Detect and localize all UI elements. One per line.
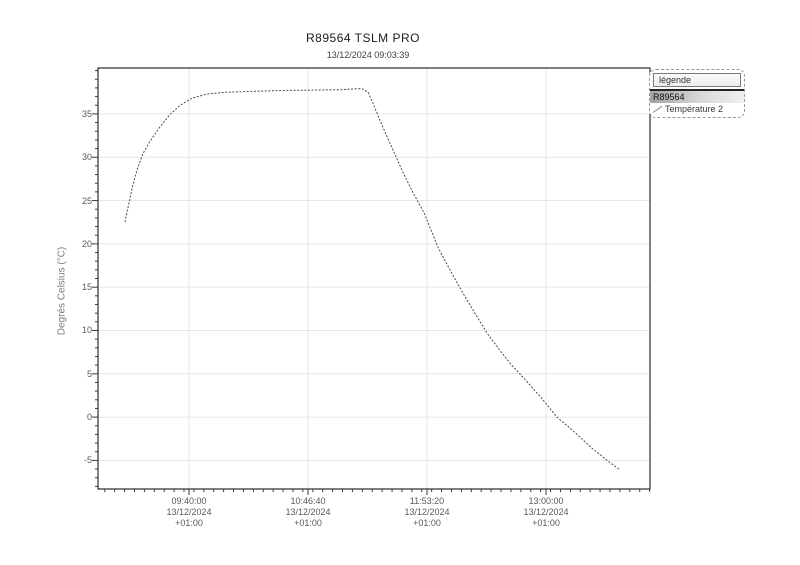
x-tick-label-line: 13/12/2024 [404, 507, 450, 517]
legend-separator [650, 89, 744, 91]
plot-border [97, 67, 651, 490]
x-tick-label: 09:40:00 13/12/2024 +01:00 [166, 496, 211, 529]
y-tick-label: 25 [81, 195, 92, 206]
chart-subtitle: 13/12/2024 09:03:39 [326, 50, 410, 60]
series-line-marker-icon [653, 105, 662, 114]
legend-header: légende [653, 73, 741, 87]
temperature-curve [124, 88, 621, 471]
x-tick-label-line: +01:00 [175, 518, 203, 528]
chart-title: R89564 TSLM PRO [306, 31, 420, 45]
y-tick-label: 0 [86, 412, 92, 423]
x-tick-label-line: 13/12/2024 [523, 507, 569, 517]
y-tick-label: 35 [81, 108, 92, 119]
x-tick-label-line: 13/12/2024 [166, 507, 212, 517]
legend-device-row[interactable]: R89564 [650, 91, 744, 103]
x-tick-label-line: 11:53:20 [409, 496, 445, 506]
y-tick-label: 30 [81, 152, 92, 163]
x-tick-label-line: 09:40:00 [171, 496, 207, 506]
x-tick-label-line: 13:00:00 [528, 496, 564, 506]
y-tick-label: 20 [81, 238, 92, 249]
x-tick-label: 13:00:00 13/12/2024 +01:00 [523, 496, 568, 529]
x-tick-label-line: +01:00 [413, 518, 441, 528]
y-tick-label: 5 [86, 368, 92, 379]
x-tick-label: 10:46:40 13/12/2024 +01:00 [285, 496, 330, 529]
x-tick-label-line: 10:46:40 [290, 496, 326, 506]
x-tick-label: 11:53:20 13/12/2024 +01:00 [404, 496, 449, 529]
y-tick-label: 10 [81, 325, 92, 336]
x-tick-label-line: +01:00 [532, 518, 560, 528]
legend-panel: légende R89564 Température 2 [649, 69, 745, 118]
x-tick-label-line: 13/12/2024 [285, 507, 331, 517]
y-tick-label: -5 [83, 455, 92, 466]
legend-series-label: Température 2 [665, 104, 724, 114]
x-tick-label-line: +01:00 [294, 518, 322, 528]
legend-series-row[interactable]: Température 2 [650, 103, 744, 116]
y-tick-label: 15 [81, 282, 92, 293]
